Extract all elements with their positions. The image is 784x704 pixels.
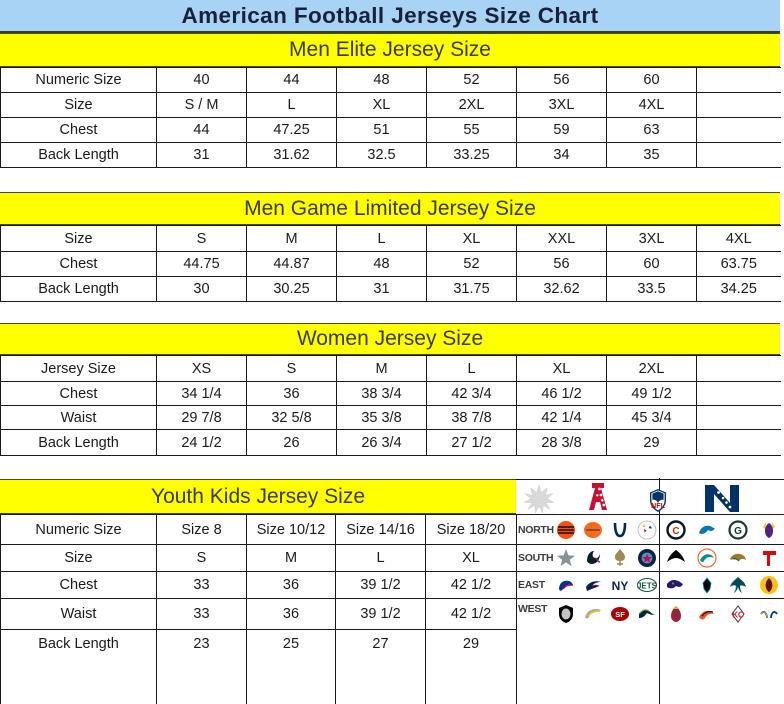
- svg-text:NFL: NFL: [651, 501, 666, 510]
- svg-text:SF: SF: [615, 610, 625, 619]
- svg-text:G: G: [734, 526, 742, 537]
- svg-text:NY: NY: [611, 579, 628, 593]
- svg-text:JETS: JETS: [636, 582, 657, 591]
- svg-text:C: C: [672, 526, 679, 537]
- svg-text:KC: KC: [732, 611, 744, 620]
